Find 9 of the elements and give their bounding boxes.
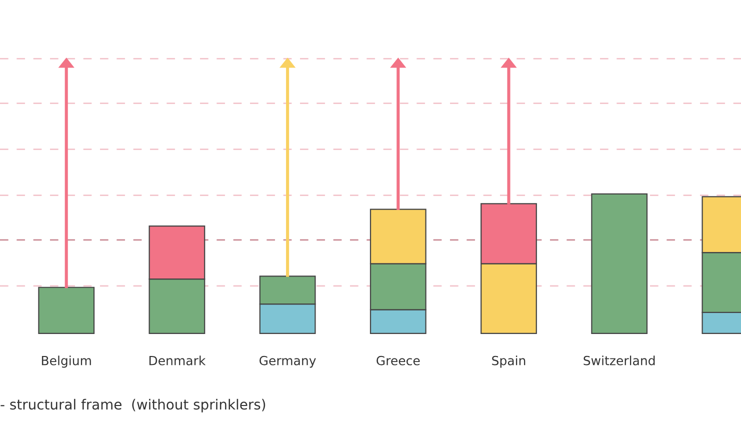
x-tick-label: Belgium bbox=[42, 356, 91, 368]
x-tick-label: Germany bbox=[260, 356, 316, 368]
bar bbox=[591, 193, 648, 334]
bar bbox=[38, 286, 95, 334]
x-tick-label: Denmark bbox=[149, 356, 206, 366]
text: - structural frame (without sprinklers) bbox=[0, 398, 266, 412]
x-tick-label: Greece bbox=[376, 356, 420, 366]
x-tick-label: Spain bbox=[492, 356, 526, 368]
x-tick-label: Switzerland bbox=[584, 356, 655, 366]
